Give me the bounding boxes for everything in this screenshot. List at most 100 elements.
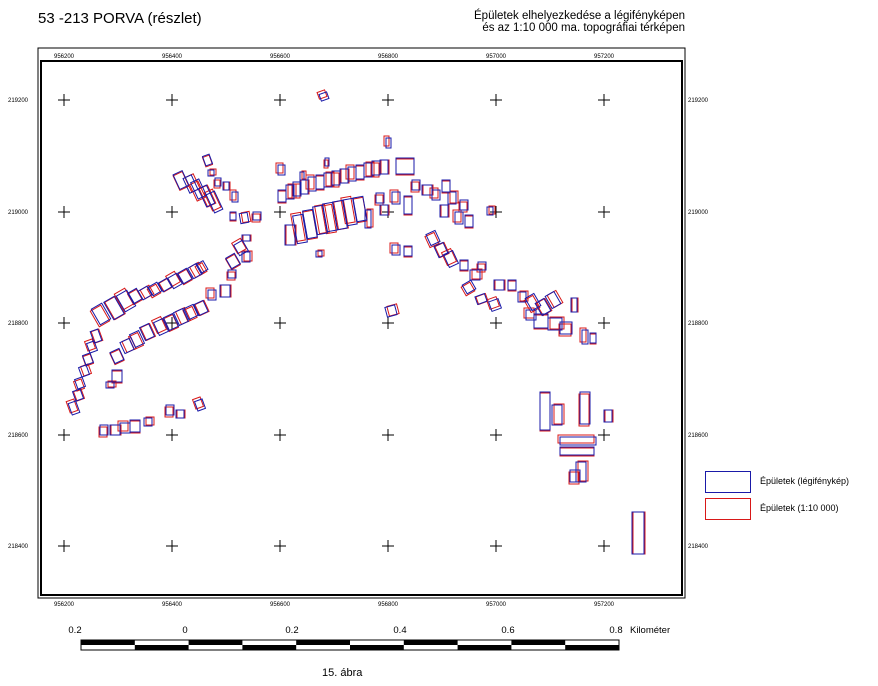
building-aerial	[183, 303, 199, 321]
building-aerial	[195, 259, 209, 275]
building-aerial	[292, 181, 302, 197]
scale-bar	[80, 639, 620, 651]
building-aerial	[569, 469, 581, 483]
map-subtitle: Épületek elhelyezkedése a légifényképen …	[395, 10, 685, 34]
scale-bar-segment	[242, 645, 297, 650]
building-aerial	[579, 391, 591, 425]
map-title: 53 -213 PORVA (részlet)	[38, 10, 202, 27]
building-aerial	[129, 419, 141, 433]
building-topographic	[485, 295, 501, 311]
building-topographic	[129, 420, 141, 434]
building-aerial	[152, 317, 170, 337]
building-topographic	[553, 403, 565, 425]
building-topographic	[549, 316, 565, 330]
building-aerial	[219, 284, 231, 298]
scale-bar-segment	[134, 645, 189, 650]
building-aerial	[469, 269, 481, 281]
building-aerial	[207, 289, 217, 301]
building-aerial	[384, 304, 398, 318]
x-tick-label-top: 956600	[270, 54, 291, 60]
building-topographic	[389, 189, 399, 203]
building-topographic	[98, 426, 108, 438]
x-tick-label-bottom: 957200	[594, 602, 615, 608]
building-topographic	[83, 338, 97, 352]
building-topographic	[240, 210, 252, 224]
x-tick-label-top: 956200	[54, 54, 75, 60]
building-aerial	[525, 309, 537, 321]
buildings-aerial-layer	[67, 91, 645, 555]
building-aerial	[186, 262, 204, 280]
building-aerial	[157, 277, 173, 293]
building-topographic	[460, 281, 476, 297]
building-topographic	[213, 179, 221, 189]
y-tick-label-left: 219200	[8, 98, 29, 104]
building-aerial	[238, 211, 250, 225]
building-topographic	[333, 199, 349, 231]
scale-label: 0.4	[393, 625, 407, 636]
building-aerial	[315, 174, 325, 190]
y-axis-ticks-left: 219200 219000 218800 218600 218400	[8, 98, 29, 550]
building-aerial	[128, 329, 146, 349]
building-aerial	[318, 91, 330, 102]
scale-bar-segment	[296, 640, 350, 645]
x-axis-ticks-top: 956200 956400 956600 956800 957000 957200	[54, 54, 615, 60]
building-aerial	[364, 209, 372, 229]
grid-crosses	[58, 94, 610, 552]
building-topographic	[150, 315, 168, 335]
y-tick-label-right: 219200	[688, 98, 709, 104]
grid-cross	[274, 317, 286, 329]
building-aerial	[193, 398, 207, 412]
building-aerial	[277, 164, 286, 176]
building-topographic	[230, 237, 248, 255]
grid-cross	[274, 206, 286, 218]
building-topographic	[229, 189, 237, 201]
scale-label: 0	[182, 625, 188, 636]
grid-cross	[166, 206, 178, 218]
building-topographic	[65, 398, 79, 414]
x-tick-label-bottom: 957000	[486, 602, 507, 608]
building-topographic	[410, 181, 420, 193]
building-aerial	[224, 252, 242, 270]
subtitle-line-1: Épületek elhelyezkedése a légifényképen	[474, 10, 685, 22]
grid-cross	[598, 540, 610, 552]
scale-bar-segment	[565, 645, 619, 650]
scale-bar-segment	[511, 640, 566, 645]
building-aerial	[137, 285, 153, 301]
building-aerial	[355, 164, 365, 180]
building-aerial	[589, 332, 597, 344]
building-aerial	[172, 307, 190, 327]
building-aerial	[229, 211, 237, 221]
building-aerial	[111, 369, 123, 383]
x-tick-label-top: 957200	[594, 54, 615, 60]
building-aerial	[109, 347, 125, 365]
building-aerial	[441, 179, 451, 193]
grid-cross	[274, 429, 286, 441]
building-aerial	[391, 244, 401, 256]
building-aerial	[81, 352, 95, 366]
building-topographic	[330, 172, 340, 188]
grid-cross	[274, 540, 286, 552]
building-aerial	[559, 446, 595, 456]
scale-unit-label: Kilométer	[630, 625, 671, 636]
scale-label: 0.2	[68, 625, 82, 636]
building-aerial	[214, 177, 222, 187]
building-aerial	[547, 317, 563, 331]
building-aerial	[487, 297, 503, 313]
building-aerial	[603, 409, 613, 423]
building-aerial	[411, 179, 421, 191]
building-topographic	[395, 158, 415, 176]
grid-cross	[490, 429, 502, 441]
grid-cross	[598, 429, 610, 441]
building-aerial	[375, 192, 385, 204]
building-aerial	[544, 290, 562, 310]
x-tick-label-top: 956400	[162, 54, 183, 60]
building-topographic	[182, 305, 198, 323]
building-topographic	[440, 247, 458, 267]
building-topographic	[209, 168, 217, 176]
building-topographic	[579, 327, 587, 343]
building-topographic	[145, 416, 155, 426]
scale-label: 0.6	[501, 625, 515, 636]
building-topographic	[424, 231, 440, 249]
building-aerial	[227, 269, 237, 279]
